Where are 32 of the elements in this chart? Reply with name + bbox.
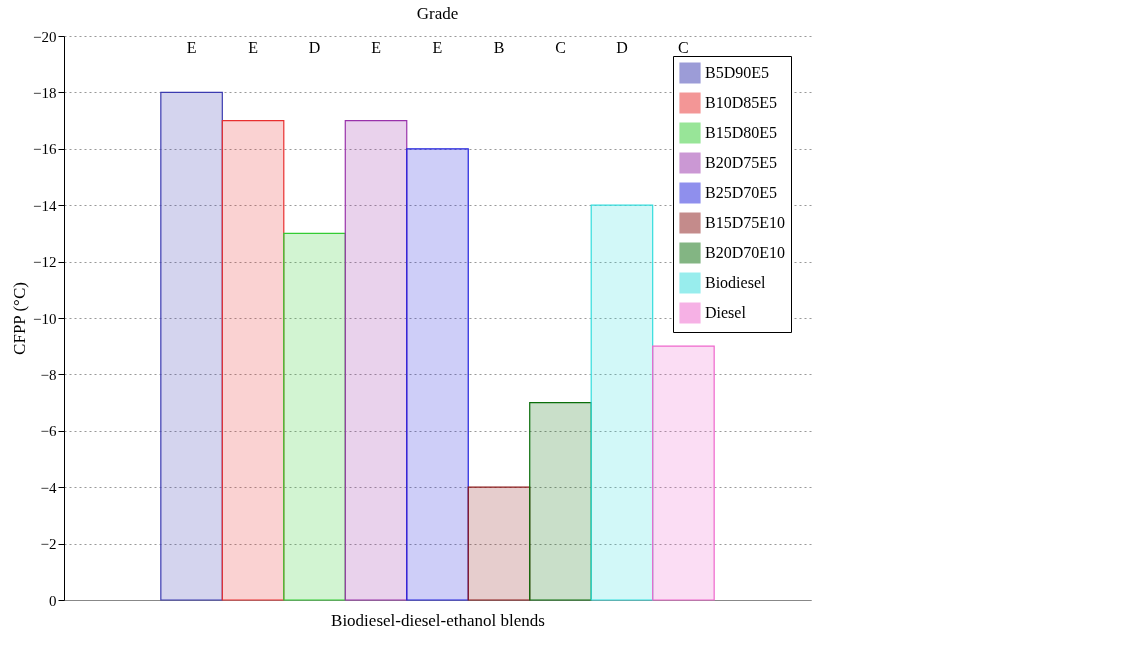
annotation: B	[493, 39, 505, 56]
legend-label: B5D90E5	[705, 64, 769, 81]
y-axis-title: CFPP (°C)	[10, 282, 30, 355]
legend-label: B25D70E5	[705, 184, 777, 201]
annotation: E	[371, 39, 381, 56]
legend-label: B10D85E5	[705, 94, 777, 111]
legend-label: B20D75E5	[705, 154, 777, 171]
y-tick-label: −2	[40, 536, 57, 553]
y-tick-label: −8	[40, 366, 57, 383]
annotation: E	[186, 39, 197, 56]
annotation: C	[678, 39, 689, 56]
y-tick-label: −18	[33, 84, 57, 101]
y-tick-label: −14	[33, 197, 57, 214]
annotation: D	[308, 39, 321, 56]
y-tick-label: −4	[40, 479, 57, 496]
y-tick-label: −6	[40, 423, 57, 440]
y-tick-label: −20	[33, 28, 57, 45]
chart-title: Grade	[416, 4, 459, 23]
y-tick-label: −10	[33, 310, 57, 327]
x-axis-title: Biodiesel-diesel-ethanol blends	[331, 610, 545, 630]
legend-label: B15D80E5	[705, 124, 777, 141]
annotation: D	[616, 39, 628, 56]
legend-label: B20D70E10	[705, 244, 785, 261]
annotation: E	[248, 39, 258, 56]
legend-label: Biodiesel	[705, 274, 766, 291]
annotation: E	[432, 39, 443, 56]
y-tick-label: 0	[49, 592, 57, 609]
y-tick-label: −16	[33, 141, 57, 158]
annotation: C	[555, 39, 566, 56]
legend-label: Diesel	[705, 304, 747, 321]
legend-label: B15D75E10	[705, 214, 785, 231]
y-tick-label: −12	[33, 254, 57, 271]
